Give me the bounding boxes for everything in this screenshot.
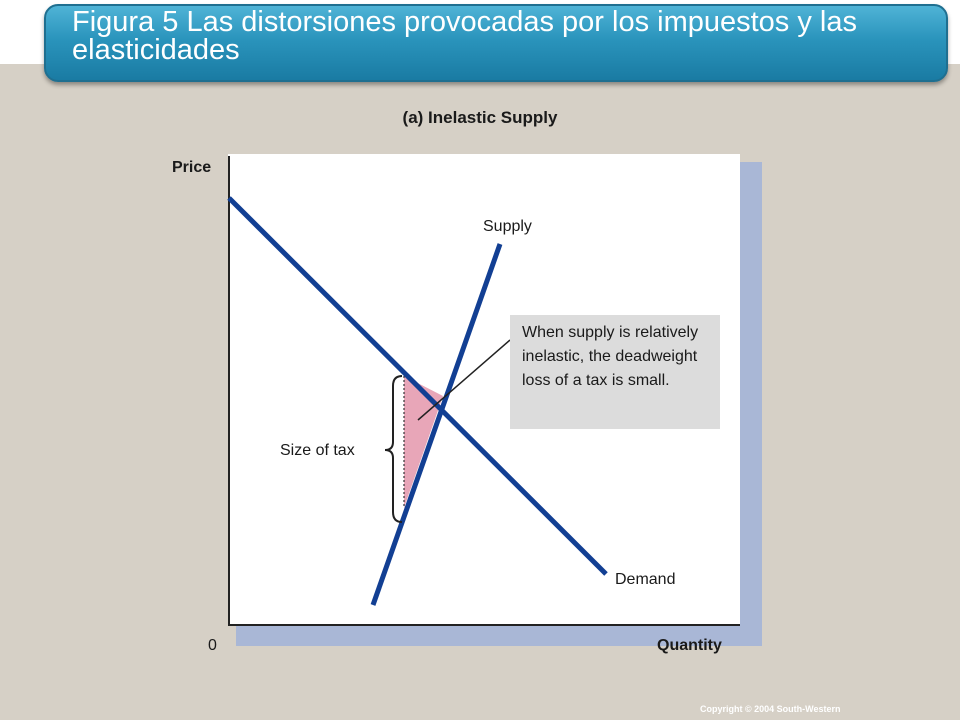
tax-size-label: Size of tax <box>280 442 355 459</box>
demand-curve <box>227 196 608 576</box>
demand-label: Demand <box>615 571 676 588</box>
panel-title: (a) Inelastic Supply <box>402 108 558 127</box>
y-axis-label: Price <box>172 159 212 176</box>
tax-brace <box>384 375 403 523</box>
copyright-notice: Copyright © 2004 South-Western <box>700 704 841 714</box>
slide-title: Figura 5 Las distorsiones provocadas por… <box>72 6 857 66</box>
callout-pointer <box>417 339 511 421</box>
supply-curve <box>370 243 503 606</box>
supply-label: Supply <box>483 218 532 235</box>
deadweight-loss-area <box>404 376 443 508</box>
title-bar <box>44 4 948 82</box>
x-axis-label: Quantity <box>657 637 722 654</box>
origin-label: 0 <box>208 637 217 654</box>
callout-box: When supply is relatively inelastic, the… <box>510 315 720 429</box>
